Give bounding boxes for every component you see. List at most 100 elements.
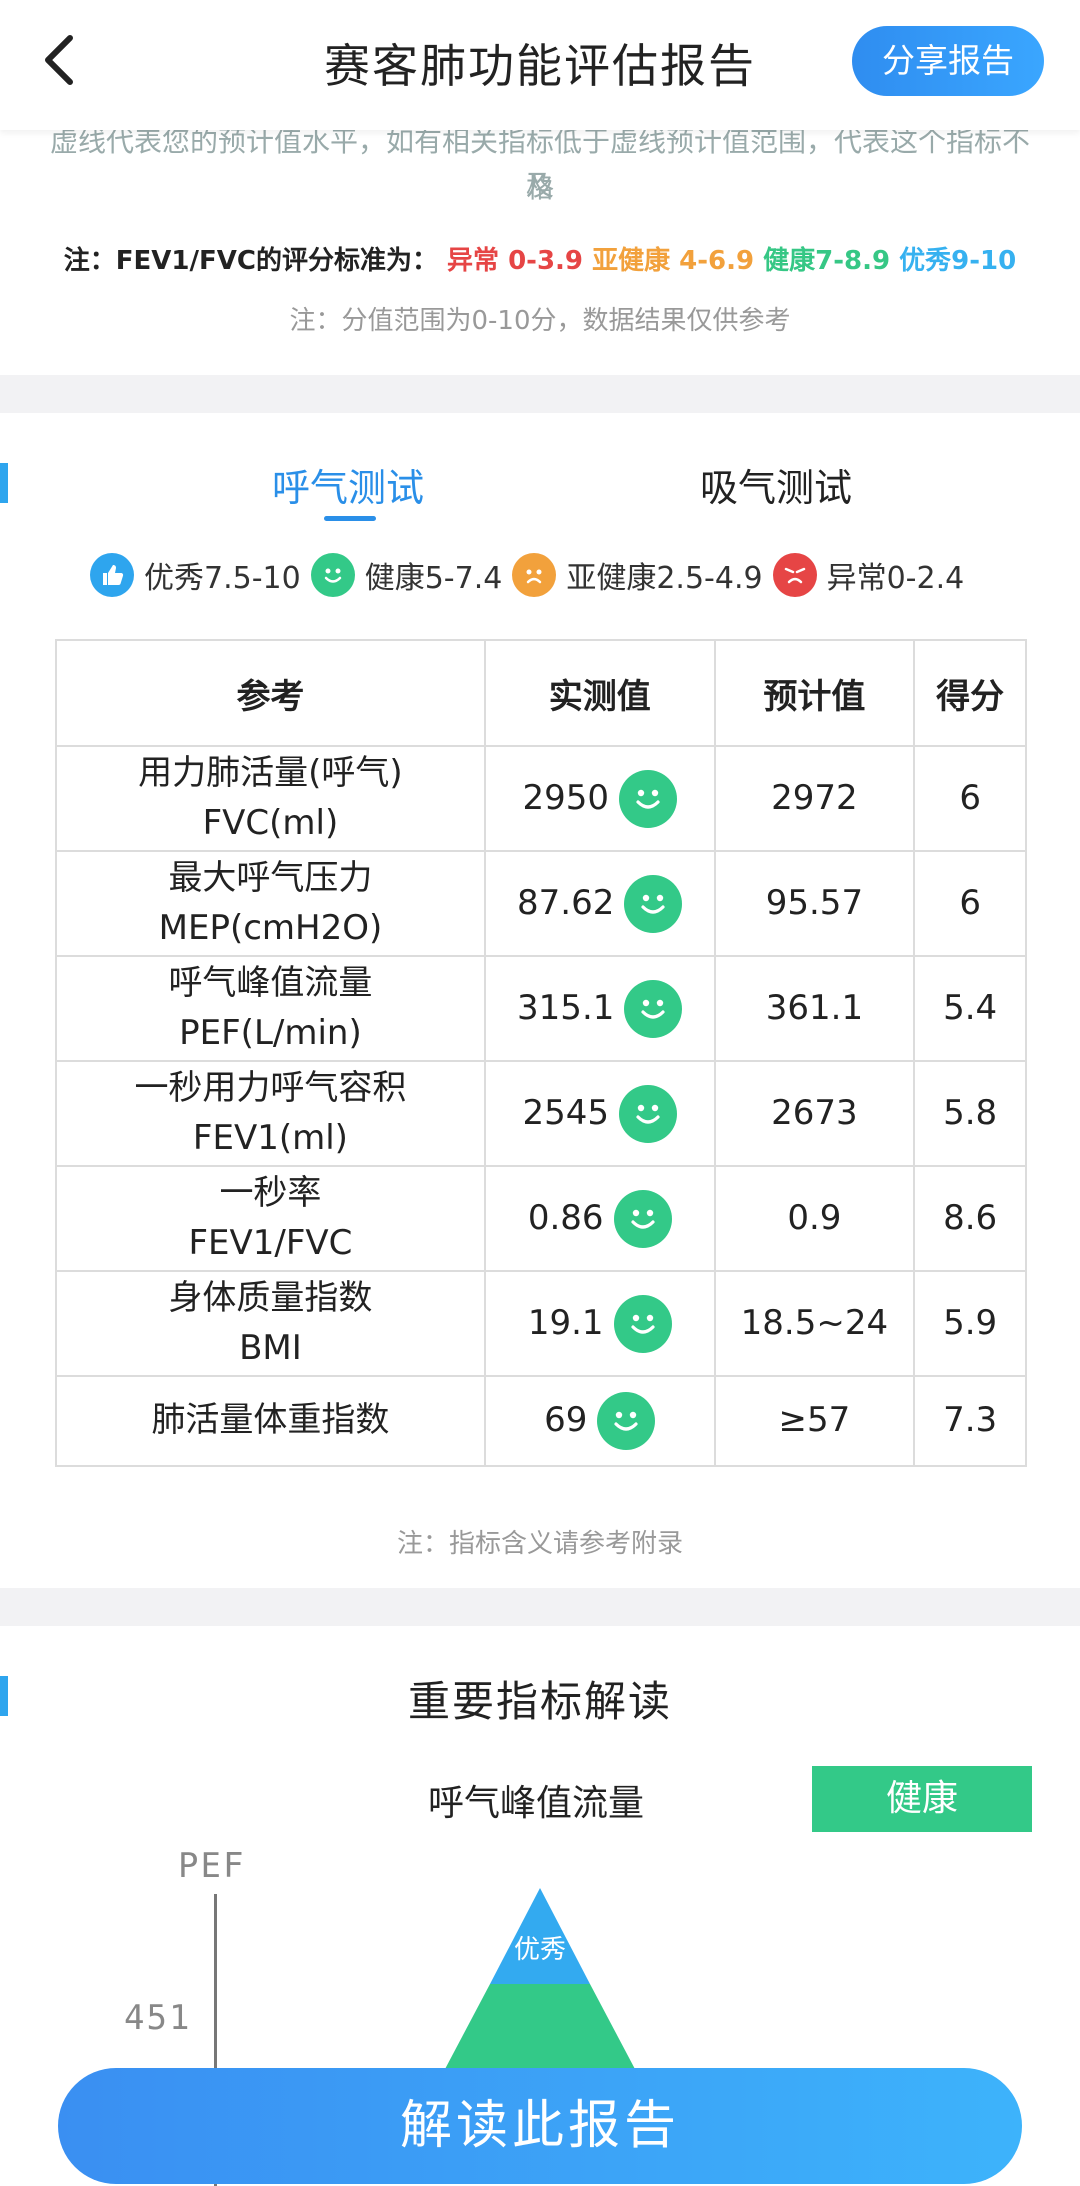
fev-note-prefix: 注：FEV1/FVC的评分标准为： [63, 246, 438, 276]
table-row: 一秒用力呼气容积 FEV1(ml) 2545 2673 5.8 [55, 1060, 1027, 1167]
row-score: 5.8 [913, 1060, 1027, 1167]
fev-excellent-range: 优秀9-10 [899, 246, 1017, 276]
smile-face-icon [624, 979, 683, 1038]
app-header: 赛客肺功能评估报告 分享报告 [0, 0, 1080, 130]
row-score: 5.9 [913, 1270, 1027, 1377]
measured-value: 0.86 [527, 1197, 604, 1238]
row-reference: 一秒用力呼气容积 FEV1(ml) [55, 1060, 486, 1167]
row-reference: 身体质量指数 BMI [55, 1270, 486, 1377]
table-row: 最大呼气压力 MEP(cmH2O) 87.62 95.57 6 [55, 850, 1027, 957]
row-reference: 呼气峰值流量 PEF(L/min) [55, 955, 486, 1062]
indicator-name: 呼气峰值流量 [168, 963, 373, 1004]
indicators-title: 重要指标解读 [407, 1677, 672, 1726]
interpret-report-button[interactable]: 解读此报告 [58, 2068, 1022, 2184]
smile-face-icon [624, 874, 683, 933]
section-marker [0, 1676, 8, 1716]
section-divider [0, 375, 1080, 413]
table-row: 呼气峰值流量 PEF(L/min) 315.1 361.1 5.4 [55, 955, 1027, 1062]
indicator-name: 用力肺活量(呼气) [138, 753, 403, 794]
indicator-name: 身体质量指数 [168, 1278, 373, 1319]
smile-face-icon [613, 1294, 672, 1353]
indicator-abbr: FEV1/FVC [188, 1222, 353, 1263]
section-divider [0, 1588, 1080, 1626]
row-predicted: 2972 [713, 745, 916, 852]
tab-exhale-test[interactable]: 呼气测试 [272, 466, 425, 510]
measured-value: 69 [544, 1400, 588, 1441]
share-report-button[interactable]: 分享报告 [852, 26, 1044, 96]
fev-healthy-range: 健康7-8.9 [763, 246, 891, 276]
dashed-line-note: 虚线代表您的预计值水平，如有相关指标低于虚线预计值范围，代表这个指标不及 [49, 125, 1030, 202]
row-score: 6 [913, 850, 1027, 957]
dashed-line-note-end: 格 [525, 171, 554, 204]
indicator-name: 一秒用力呼气容积 [134, 1068, 407, 1109]
thumbs-up-icon [90, 553, 134, 597]
measured-wrap: 69 [544, 1392, 656, 1450]
results-table: 参考 实测值 预计值 得分 用力肺活量(呼气) FVC(ml) 2950 2972 6 最… [55, 639, 1027, 1467]
test-results-card: 呼气测试 吸气测试 优秀7.5-10 健康5-7.4 亚健康2.5-4.9 异常 [0, 413, 1080, 1588]
smile-face-icon [618, 769, 677, 828]
table-row: 身体质量指数 BMI 19.1 18.5~24 5.9 [55, 1270, 1027, 1377]
smile-face-icon [618, 1084, 677, 1143]
legend-excellent: 优秀7.5-10 [90, 553, 301, 597]
row-reference: 一秒率 FEV1/FVC [55, 1165, 486, 1272]
indicator-abbr: PEF(L/min) [179, 1012, 362, 1053]
row-predicted: 0.9 [713, 1165, 916, 1272]
legend-excellent-label: 优秀7.5-10 [144, 561, 301, 596]
axis-label: PEF [178, 1846, 246, 1886]
measured-value: 19.1 [527, 1302, 604, 1343]
measured-value: 2950 [522, 777, 609, 818]
table-row: 一秒率 FEV1/FVC 0.86 0.9 8.6 [55, 1165, 1027, 1272]
indicator-name: 呼气峰值流量 [428, 1783, 645, 1824]
fev-scoring-note: 注：FEV1/FVC的评分标准为： 异常 0-3.9 亚健康 4-6.9 健康7… [0, 240, 1080, 277]
row-measured: 2545 [483, 1060, 716, 1167]
row-predicted: 2673 [713, 1060, 916, 1167]
row-predicted: 95.57 [713, 850, 916, 957]
score-legend: 优秀7.5-10 健康5-7.4 亚健康2.5-4.9 异常0-2.4 [90, 550, 974, 600]
row-reference: 最大呼气压力 MEP(cmH2O) [55, 850, 486, 957]
measured-value: 87.62 [517, 882, 615, 923]
table-row: 用力肺活量(呼气) FVC(ml) 2950 2972 6 [55, 745, 1027, 852]
score-range-note: 注：分值范围为0-10分，数据结果仅供参考 [289, 306, 791, 336]
measured-wrap: 0.86 [527, 1189, 672, 1248]
indicator-name: 一秒率 [219, 1173, 322, 1214]
row-measured: 315.1 [483, 955, 716, 1062]
row-predicted: ≥57 [713, 1375, 916, 1467]
header-measured: 实测值 [483, 639, 716, 747]
indicator-abbr: MEP(cmH2O) [158, 907, 383, 948]
axis-tick-value: 451 [124, 1998, 192, 2038]
pyramid-excellent [490, 1888, 590, 1984]
header-score: 得分 [913, 639, 1027, 747]
appendix-note: 注：指标含义请参考附录 [396, 1529, 683, 1559]
measured-wrap: 19.1 [527, 1294, 672, 1353]
sad-face-icon [512, 553, 557, 597]
row-predicted: 361.1 [713, 955, 916, 1062]
measured-value: 315.1 [517, 987, 615, 1028]
measured-wrap: 2950 [522, 769, 677, 828]
fev-subhealthy-range: 亚健康 4-6.9 [592, 246, 755, 276]
legend-subhealthy-label: 亚健康2.5-4.9 [566, 561, 763, 596]
row-measured: 69 [483, 1375, 716, 1467]
status-badge: 健康 [812, 1766, 1032, 1832]
header-predicted: 预计值 [713, 639, 916, 747]
indicator-abbr: FEV1(ml) [192, 1117, 348, 1158]
legend-healthy-label: 健康5-7.4 [364, 561, 503, 596]
tab-inhale-test[interactable]: 吸气测试 [700, 466, 853, 510]
measured-wrap: 2545 [522, 1084, 677, 1143]
table-header-row: 参考 实测值 预计值 得分 [55, 639, 1027, 747]
indicator-name: 最大呼气压力 [168, 858, 373, 899]
row-reference: 用力肺活量(呼气) FVC(ml) [55, 745, 486, 852]
row-score: 5.4 [913, 955, 1027, 1062]
legend-healthy: 健康5-7.4 [310, 553, 503, 597]
header-reference: 参考 [55, 639, 486, 747]
page-title: 赛客肺功能评估报告 [324, 39, 756, 93]
legend-abnormal: 异常0-2.4 [772, 553, 965, 597]
row-measured: 87.62 [483, 850, 716, 957]
row-score: 8.6 [913, 1165, 1027, 1272]
indicator-abbr: FVC(ml) [202, 802, 339, 843]
row-predicted: 18.5~24 [713, 1270, 916, 1377]
legend-subhealthy: 亚健康2.5-4.9 [512, 553, 763, 597]
active-tab-indicator [324, 516, 376, 521]
back-icon[interactable] [38, 30, 88, 90]
legend-abnormal-label: 异常0-2.4 [826, 561, 965, 596]
pyramid-healthy [435, 1984, 645, 2088]
